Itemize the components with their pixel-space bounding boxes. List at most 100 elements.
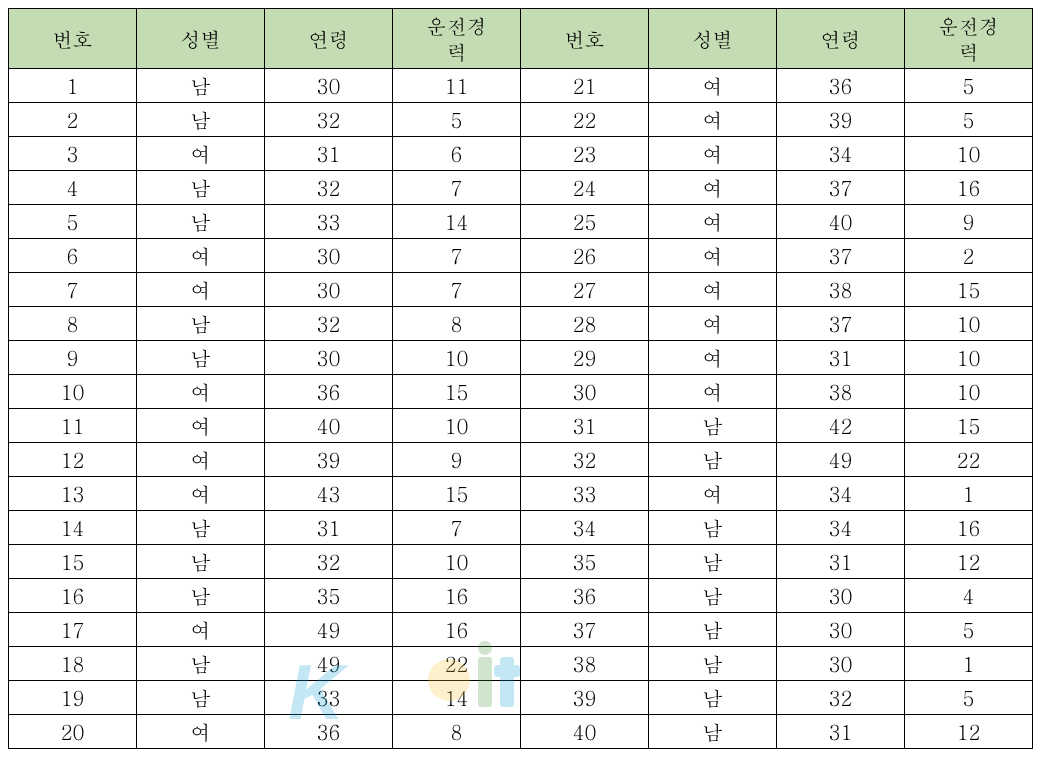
table-cell: 34	[777, 477, 905, 511]
table-cell: 남	[649, 409, 777, 443]
table-cell: 22	[521, 103, 649, 137]
data-table-container: 번호 성별 연령 운전경력 번호 성별 연령 운전경력 1남301121여365…	[8, 8, 1033, 749]
table-cell: 31	[777, 341, 905, 375]
table-cell: 여	[137, 273, 265, 307]
table-cell: 여	[649, 69, 777, 103]
table-cell: 32	[265, 171, 393, 205]
table-cell: 39	[777, 103, 905, 137]
table-cell: 39	[521, 681, 649, 715]
table-cell: 30	[265, 273, 393, 307]
table-cell: 31	[521, 409, 649, 443]
table-cell: 5	[905, 103, 1033, 137]
table-cell: 37	[777, 307, 905, 341]
data-table: 번호 성별 연령 운전경력 번호 성별 연령 운전경력 1남301121여365…	[8, 8, 1033, 749]
table-cell: 8	[393, 307, 521, 341]
table-cell: 여	[137, 477, 265, 511]
table-row: 2남32522여395	[9, 103, 1033, 137]
table-cell: 남	[137, 205, 265, 239]
table-cell: 여	[649, 239, 777, 273]
table-cell: 여	[649, 341, 777, 375]
table-cell: 12	[905, 545, 1033, 579]
table-cell: 여	[649, 103, 777, 137]
table-row: 7여30727여3815	[9, 273, 1033, 307]
table-cell: 여	[137, 409, 265, 443]
table-cell: 15	[393, 375, 521, 409]
table-cell: 16	[393, 579, 521, 613]
table-cell: 5	[905, 681, 1033, 715]
table-cell: 39	[265, 443, 393, 477]
table-cell: 29	[521, 341, 649, 375]
table-cell: 15	[393, 477, 521, 511]
table-cell: 남	[137, 307, 265, 341]
table-cell: 9	[393, 443, 521, 477]
table-cell: 15	[9, 545, 137, 579]
col-header-age-1: 연령	[265, 9, 393, 69]
table-row: 4남32724여3716	[9, 171, 1033, 205]
table-cell: 1	[905, 477, 1033, 511]
table-cell: 17	[9, 613, 137, 647]
table-cell: 3	[9, 137, 137, 171]
table-cell: 남	[649, 647, 777, 681]
table-cell: 18	[9, 647, 137, 681]
table-cell: 남	[649, 511, 777, 545]
table-cell: 남	[649, 681, 777, 715]
table-row: 15남321035남3112	[9, 545, 1033, 579]
table-cell: 30	[777, 647, 905, 681]
table-cell: 30	[265, 341, 393, 375]
table-cell: 22	[905, 443, 1033, 477]
table-cell: 19	[9, 681, 137, 715]
table-cell: 34	[777, 137, 905, 171]
table-cell: 10	[905, 307, 1033, 341]
table-cell: 27	[521, 273, 649, 307]
table-cell: 남	[137, 341, 265, 375]
table-cell: 33	[265, 205, 393, 239]
table-cell: 43	[265, 477, 393, 511]
table-cell: 30	[265, 239, 393, 273]
table-row: 12여39932남4922	[9, 443, 1033, 477]
table-cell: 37	[777, 239, 905, 273]
table-cell: 16	[905, 511, 1033, 545]
table-cell: 7	[9, 273, 137, 307]
table-cell: 여	[137, 375, 265, 409]
table-cell: 12	[9, 443, 137, 477]
table-cell: 7	[393, 239, 521, 273]
table-cell: 15	[905, 273, 1033, 307]
table-cell: 49	[265, 647, 393, 681]
col-header-experience-1: 운전경력	[393, 9, 521, 69]
table-cell: 32	[265, 545, 393, 579]
table-cell: 남	[649, 613, 777, 647]
col-header-age-2: 연령	[777, 9, 905, 69]
table-cell: 7	[393, 511, 521, 545]
table-header: 번호 성별 연령 운전경력 번호 성별 연령 운전경력	[9, 9, 1033, 69]
table-row: 5남331425여409	[9, 205, 1033, 239]
table-cell: 남	[649, 579, 777, 613]
table-cell: 36	[521, 579, 649, 613]
table-cell: 38	[777, 273, 905, 307]
table-cell: 4	[9, 171, 137, 205]
table-cell: 30	[777, 613, 905, 647]
col-header-gender-1: 성별	[137, 9, 265, 69]
table-row: 1남301121여365	[9, 69, 1033, 103]
table-cell: 33	[521, 477, 649, 511]
table-cell: 10	[9, 375, 137, 409]
table-cell: 남	[137, 681, 265, 715]
table-row: 10여361530여3810	[9, 375, 1033, 409]
table-cell: 38	[777, 375, 905, 409]
table-cell: 37	[521, 613, 649, 647]
table-cell: 10	[905, 341, 1033, 375]
table-row: 19남331439남325	[9, 681, 1033, 715]
table-cell: 30	[265, 69, 393, 103]
table-row: 3여31623여3410	[9, 137, 1033, 171]
table-cell: 4	[905, 579, 1033, 613]
table-cell: 15	[905, 409, 1033, 443]
table-cell: 16	[9, 579, 137, 613]
table-cell: 남	[137, 579, 265, 613]
table-row: 13여431533여341	[9, 477, 1033, 511]
table-cell: 13	[9, 477, 137, 511]
table-cell: 34	[777, 511, 905, 545]
table-cell: 25	[521, 205, 649, 239]
table-cell: 여	[137, 137, 265, 171]
table-cell: 31	[265, 511, 393, 545]
table-cell: 2	[9, 103, 137, 137]
table-cell: 37	[777, 171, 905, 205]
